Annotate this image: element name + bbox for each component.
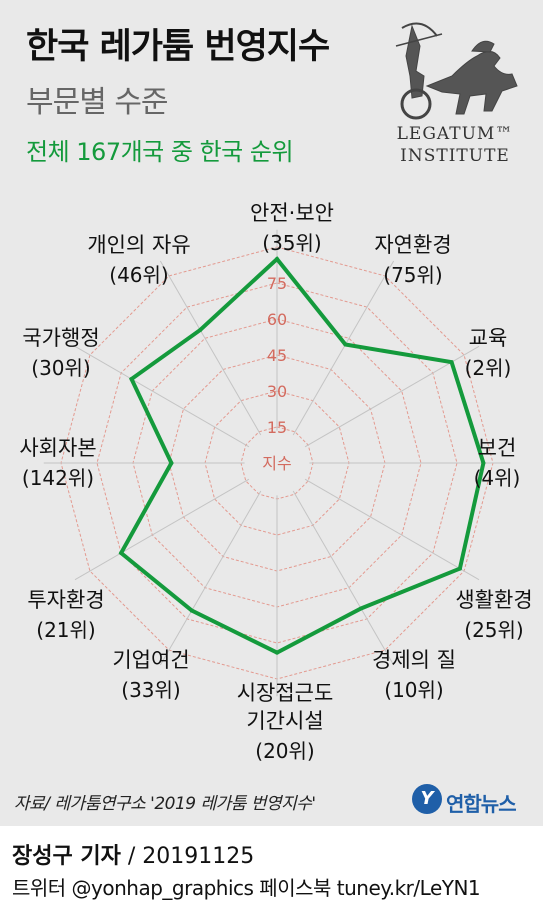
- reporter-credit: 장성구 기자 / 20191125: [12, 838, 254, 870]
- reporter-date: / 20191125: [120, 844, 255, 869]
- page-title: 한국 레가툼 번영지수: [26, 27, 330, 67]
- spoke-line: [74, 478, 250, 581]
- data-point: [481, 461, 486, 465]
- logo-text-institute: INSTITUTE: [400, 146, 510, 166]
- data-point: [198, 327, 203, 332]
- tick-label: 15: [267, 418, 287, 437]
- data-point: [457, 566, 462, 571]
- category-label: 자연환경: [374, 233, 451, 257]
- category-label: 교육: [469, 326, 508, 350]
- data-point: [119, 551, 124, 555]
- category-label: 투자환경: [27, 588, 104, 612]
- category-label: 사회자본: [19, 436, 96, 460]
- data-point: [189, 608, 194, 613]
- spoke-line: [304, 478, 480, 581]
- spoke-line: [292, 260, 395, 436]
- data-point: [359, 606, 363, 611]
- logo-text-legatum: LEGATUM™: [396, 124, 514, 144]
- data-point: [275, 650, 279, 655]
- category-rank: (33위): [121, 678, 180, 702]
- data-point: [343, 342, 348, 347]
- category-label: 기간시설: [246, 709, 323, 733]
- center-label: 지수: [262, 454, 291, 473]
- category-rank: (35위): [262, 231, 321, 255]
- data-point: [449, 360, 454, 365]
- spoke-line: [292, 490, 395, 666]
- graphic-panel: [0, 0, 543, 826]
- spoke-line: [74, 345, 250, 448]
- legatum-chariot-logo: [395, 22, 518, 120]
- category-rank: (75위): [383, 263, 442, 287]
- data-point: [129, 377, 134, 381]
- category-rank: (2위): [465, 356, 512, 380]
- category-rank: (4위): [474, 466, 521, 490]
- tick-label: 75: [267, 274, 287, 293]
- category-label: 기업여건: [112, 648, 189, 672]
- radar-chart: 15 30 45 60 75 지수 안전·보안 (35위) 자연환경 (75위) 교육 (2위) 보건 (…: [19, 201, 532, 763]
- data-point: [169, 461, 174, 465]
- tick-label: 60: [267, 310, 287, 329]
- category-label: 보건: [478, 436, 517, 460]
- reporter-name: 장성구 기자: [12, 844, 121, 869]
- tick-label: 30: [267, 382, 287, 401]
- spoke-line: [159, 260, 262, 436]
- category-rank: (142위): [22, 466, 94, 490]
- yonhap-brand: 연합뉴스: [446, 792, 517, 816]
- category-label: 개인의 자유: [87, 233, 190, 257]
- ranking-note: 전체 167개국 중 한국 순위: [26, 138, 294, 166]
- page-subtitle: 부문별 수준: [26, 85, 169, 120]
- category-rank: (46위): [109, 263, 168, 287]
- category-rank: (25위): [464, 618, 523, 642]
- category-rank: (21위): [36, 618, 95, 642]
- category-label: 경제의 질: [372, 648, 456, 672]
- category-rank: (10위): [384, 678, 443, 702]
- tick-label: 45: [267, 346, 287, 365]
- yonhap-logo-icon: Y: [412, 784, 442, 814]
- spoke-line: [159, 490, 262, 666]
- category-label: 시장접근도: [237, 681, 334, 705]
- category-rank: (20위): [255, 739, 314, 763]
- category-label: 국가행정: [22, 326, 99, 350]
- social-links: 트위터 @yonhap_graphics 페이스북 tuney.kr/LeYN1: [12, 876, 481, 900]
- source-note: 자료/ 레가툼연구소 '2019 레가툼 번영지수': [14, 794, 316, 814]
- category-rank: (30위): [31, 356, 90, 380]
- category-label: 생활환경: [455, 588, 532, 612]
- data-series-line: [118, 256, 486, 655]
- data-point: [275, 257, 279, 261]
- category-label: 안전·보안: [250, 201, 334, 225]
